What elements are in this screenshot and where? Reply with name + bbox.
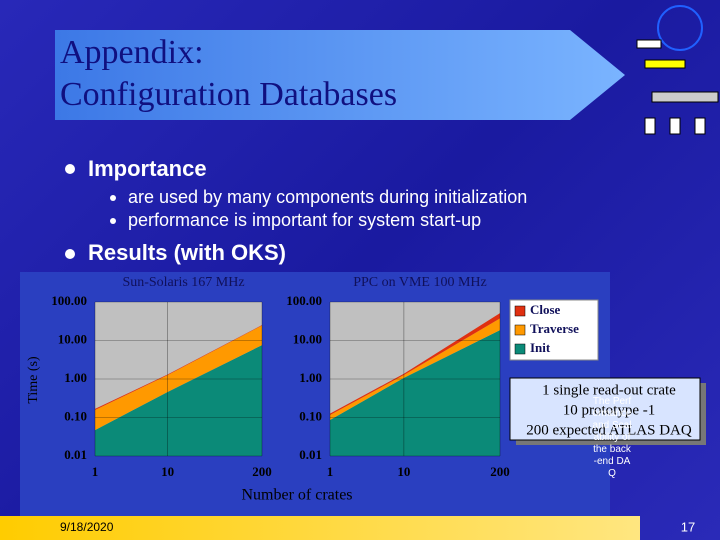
annotation: 200 expected ATLAS DAQ — [526, 422, 692, 438]
x-tick-label: 1 — [327, 464, 334, 479]
notes: The Performance and Scalability of the b… — [592, 396, 632, 479]
chart-title: PPC on VME 100 MHz — [353, 275, 487, 290]
y-tick-label: 0.01 — [64, 447, 87, 462]
bullet: Importance — [88, 156, 207, 181]
y-tick-label: 0.01 — [299, 447, 322, 462]
y-tick-label: 0.10 — [299, 408, 322, 423]
legend-swatch — [514, 343, 526, 355]
y-tick-label: 1.00 — [299, 370, 322, 385]
x-axis-label: Number of crates — [241, 487, 352, 504]
page-number: 17 — [681, 519, 695, 534]
footer-date: 9/18/2020 — [60, 520, 114, 534]
legend-label: Close — [530, 302, 561, 317]
y-tick-label: 0.10 — [64, 408, 87, 423]
y-axis-label: Time (s) — [26, 356, 41, 404]
title: Appendix: — [60, 34, 204, 71]
area-series — [95, 325, 262, 410]
bullet-dot — [110, 218, 116, 224]
sub-bullet: performance is important for system star… — [128, 210, 481, 230]
legend-swatch — [514, 305, 526, 317]
area-series — [330, 318, 500, 421]
annotation: 10 prototype -1 — [563, 402, 655, 418]
x-tick-label: 200 — [490, 464, 510, 479]
title: Configuration Databases — [60, 76, 397, 113]
y-tick-label: 1.00 — [64, 370, 87, 385]
bullet-dot — [65, 249, 75, 259]
legend-swatch — [514, 324, 526, 336]
area-series — [330, 313, 500, 416]
x-tick-label: 10 — [397, 464, 410, 479]
bullet-dot — [65, 164, 75, 174]
chart-title: Sun-Solaris 167 MHz — [122, 275, 244, 290]
bullet-dot — [110, 195, 116, 201]
annotation: 1 single read-out crate — [542, 382, 676, 398]
area-series — [95, 325, 262, 431]
y-tick-label: 100.00 — [286, 293, 322, 308]
y-tick-label: 100.00 — [51, 293, 87, 308]
legend-label: Init — [530, 340, 551, 355]
area-series — [95, 345, 262, 456]
footer-bar — [0, 516, 640, 540]
bullet: Results (with OKS) — [88, 240, 286, 265]
y-tick-label: 10.00 — [58, 331, 87, 346]
area-series — [330, 330, 500, 456]
x-tick-label: 10 — [161, 464, 174, 479]
title-banner — [55, 30, 625, 120]
sub-bullet: are used by many components during initi… — [128, 187, 527, 207]
legend-label: Traverse — [530, 321, 579, 336]
annotation-box — [509, 377, 701, 441]
x-tick-label: 1 — [92, 464, 99, 479]
y-tick-label: 10.00 — [293, 331, 322, 346]
x-tick-label: 200 — [252, 464, 272, 479]
logo-icon — [636, 5, 719, 135]
